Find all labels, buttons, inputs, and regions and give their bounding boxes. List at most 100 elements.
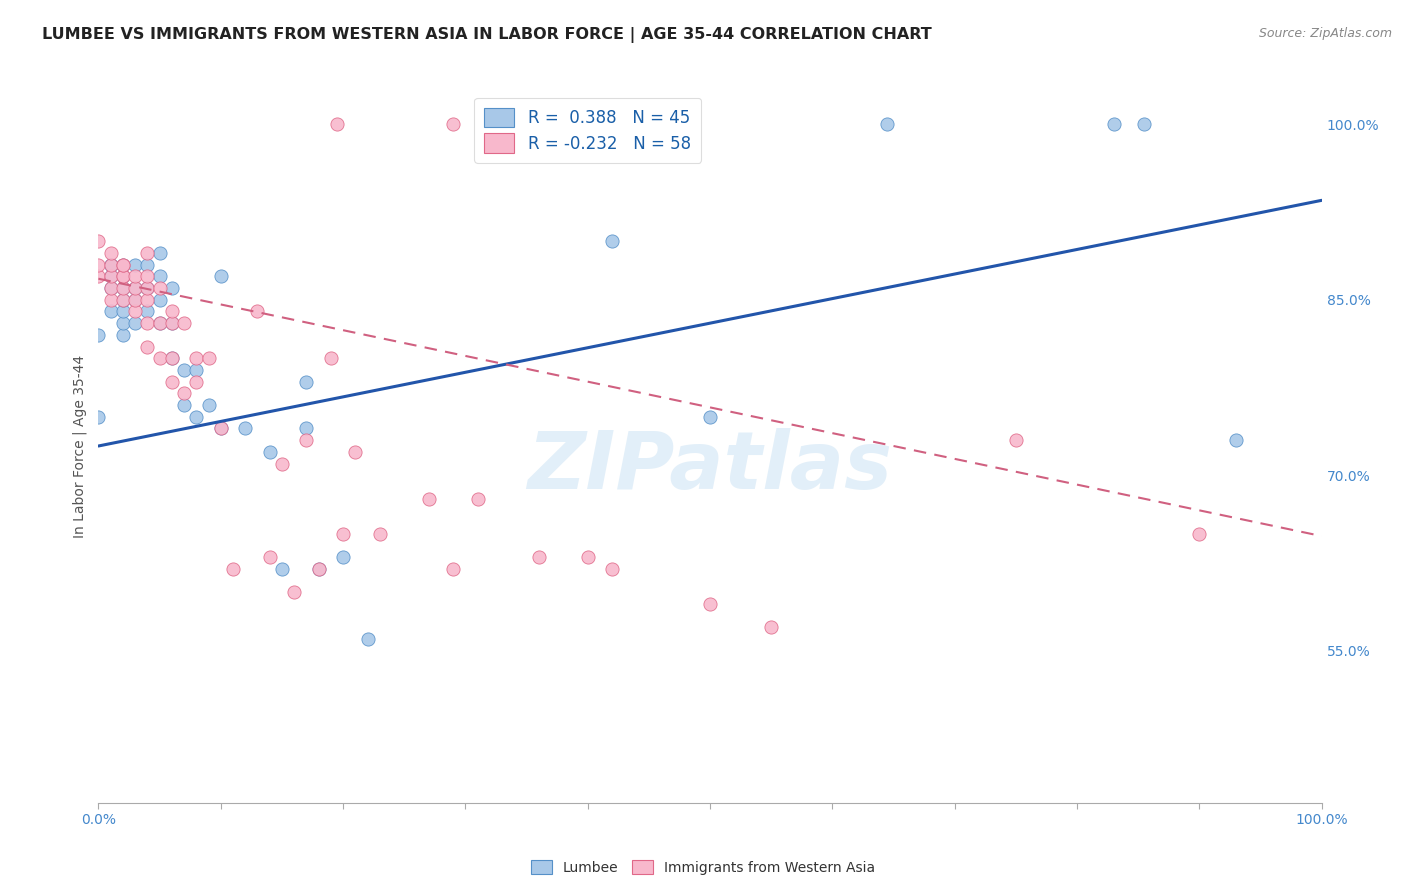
Point <box>100 293 122 307</box>
Point <box>136 304 159 318</box>
Point <box>441 117 464 131</box>
Point <box>197 351 219 366</box>
Point <box>308 562 330 576</box>
Point <box>111 281 134 295</box>
Point <box>136 340 159 354</box>
Point <box>160 281 183 295</box>
Text: LUMBEE VS IMMIGRANTS FROM WESTERN ASIA IN LABOR FORCE | AGE 35-44 CORRELATION CH: LUMBEE VS IMMIGRANTS FROM WESTERN ASIA I… <box>42 27 932 43</box>
Point <box>100 269 122 284</box>
Point <box>124 293 146 307</box>
Point <box>368 526 391 541</box>
Legend: Lumbee, Immigrants from Western Asia: Lumbee, Immigrants from Western Asia <box>526 855 880 880</box>
Point <box>100 281 122 295</box>
Y-axis label: In Labor Force | Age 35-44: In Labor Force | Age 35-44 <box>73 354 87 538</box>
Point <box>124 293 146 307</box>
Point <box>149 281 172 295</box>
Point <box>87 258 110 272</box>
Point <box>222 562 245 576</box>
Point <box>136 293 159 307</box>
Point <box>149 293 172 307</box>
Point <box>576 550 599 565</box>
Point <box>527 550 550 565</box>
Point <box>100 246 122 260</box>
Point <box>124 281 146 295</box>
Point <box>111 258 134 272</box>
Point <box>124 316 146 330</box>
Point <box>160 316 183 330</box>
Point <box>699 409 721 424</box>
Point <box>332 526 354 541</box>
Point <box>761 620 783 634</box>
Point <box>100 258 122 272</box>
Point <box>111 269 134 284</box>
Point <box>270 457 294 471</box>
Point <box>149 316 172 330</box>
Point <box>124 269 146 284</box>
Point <box>186 375 208 389</box>
Point <box>173 398 195 412</box>
Point <box>876 117 898 131</box>
Point <box>111 293 134 307</box>
Point <box>111 281 134 295</box>
Point <box>124 304 146 318</box>
Point <box>344 445 367 459</box>
Point <box>209 421 232 435</box>
Point <box>600 234 623 248</box>
Point <box>149 269 172 284</box>
Point <box>295 375 318 389</box>
Point <box>270 562 294 576</box>
Point <box>160 351 183 366</box>
Point <box>295 433 318 447</box>
Point <box>332 550 354 565</box>
Text: Source: ZipAtlas.com: Source: ZipAtlas.com <box>1258 27 1392 40</box>
Point <box>111 293 134 307</box>
Point <box>100 269 122 284</box>
Point <box>1188 526 1211 541</box>
Point <box>1133 117 1156 131</box>
Point <box>136 281 159 295</box>
Point <box>160 351 183 366</box>
Point <box>1225 433 1247 447</box>
Point <box>173 316 195 330</box>
Point <box>1102 117 1125 131</box>
Point <box>467 491 489 506</box>
Point <box>87 234 110 248</box>
Point <box>259 550 281 565</box>
Point <box>136 246 159 260</box>
Point <box>600 562 623 576</box>
Text: ZIPatlas: ZIPatlas <box>527 428 893 507</box>
Point <box>246 304 269 318</box>
Point <box>149 246 172 260</box>
Point <box>1004 433 1026 447</box>
Point <box>136 258 159 272</box>
Point <box>186 363 208 377</box>
Point <box>209 421 232 435</box>
Point <box>283 585 305 599</box>
Point <box>87 269 110 284</box>
Point <box>319 351 342 366</box>
Point <box>100 304 122 318</box>
Point <box>100 281 122 295</box>
Point <box>197 398 219 412</box>
Point <box>111 316 134 330</box>
Point <box>124 258 146 272</box>
Point <box>136 269 159 284</box>
Point <box>124 281 146 295</box>
Point <box>356 632 378 646</box>
Point <box>160 316 183 330</box>
Point <box>100 258 122 272</box>
Point <box>87 327 110 342</box>
Point <box>111 327 134 342</box>
Point <box>441 562 464 576</box>
Point <box>326 117 349 131</box>
Point <box>186 409 208 424</box>
Point <box>111 269 134 284</box>
Point <box>186 351 208 366</box>
Point <box>87 409 110 424</box>
Point <box>160 375 183 389</box>
Point <box>136 281 159 295</box>
Legend: R =  0.388   N = 45, R = -0.232   N = 58: R = 0.388 N = 45, R = -0.232 N = 58 <box>474 97 702 162</box>
Point <box>233 421 256 435</box>
Point <box>136 316 159 330</box>
Point <box>209 269 232 284</box>
